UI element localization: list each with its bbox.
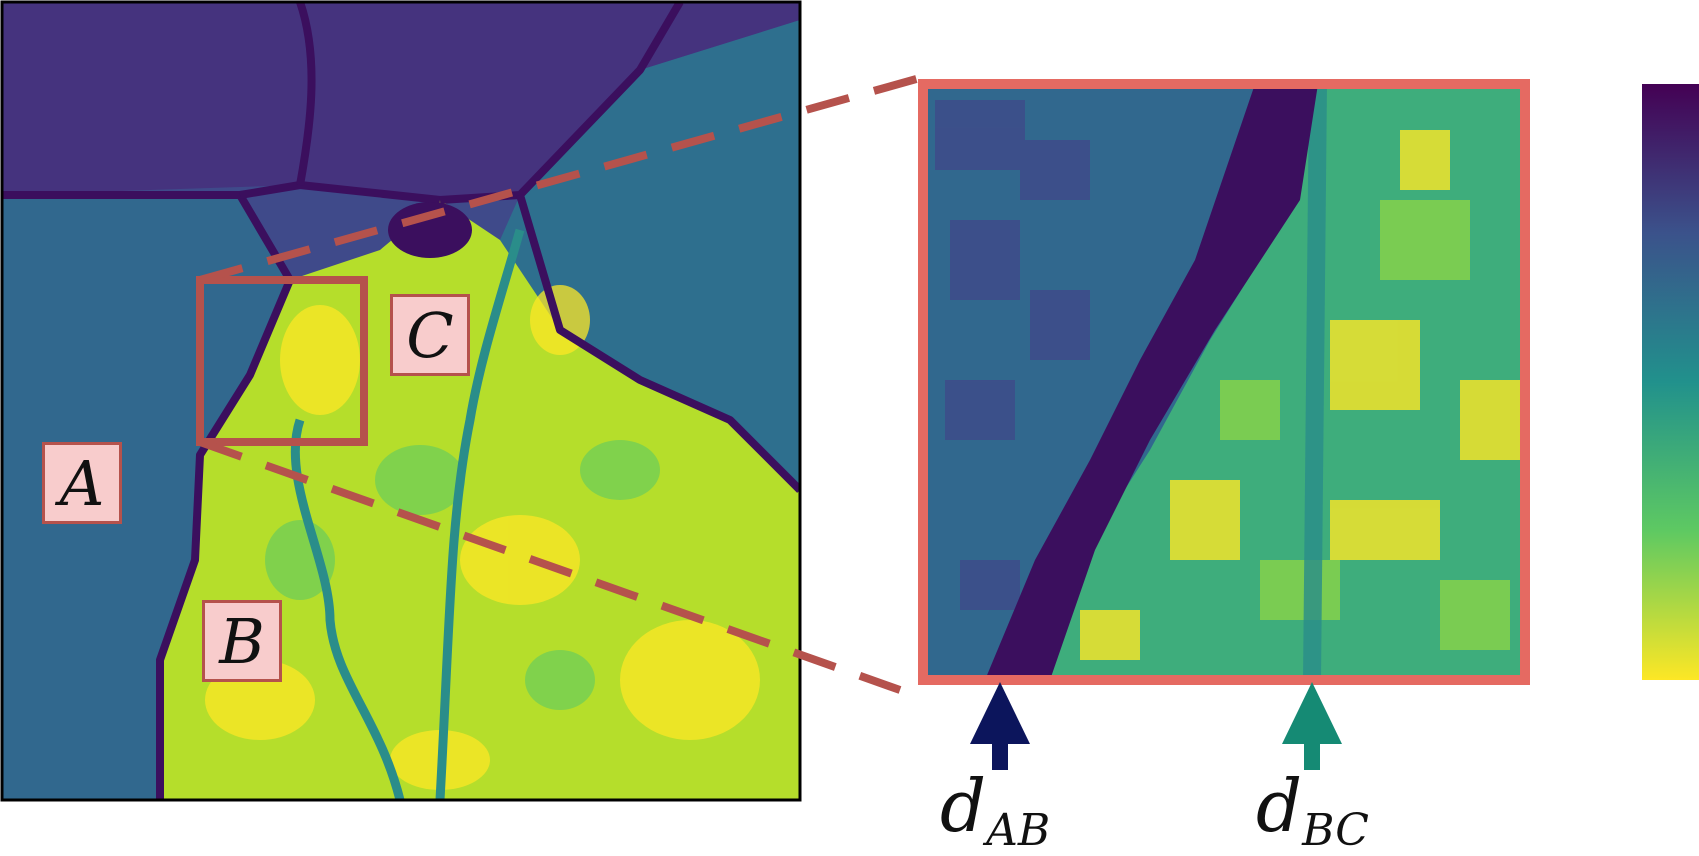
callout-lines	[198, 74, 922, 694]
grain-boundaries	[2, 2, 800, 800]
inset-box	[196, 276, 368, 446]
zoom-grain-A-patches	[935, 100, 1090, 610]
zoom-view	[923, 84, 1525, 680]
zoom-green-patches	[1220, 200, 1510, 650]
dAB-subscript: AB	[986, 805, 1051, 856]
label-dBC: dBC	[1256, 770, 1369, 853]
colorbar	[1642, 84, 1699, 680]
dBC-subscript: BC	[1302, 805, 1369, 856]
label-dAB: dAB	[940, 770, 1050, 853]
green-patches	[265, 440, 660, 710]
label-C: C	[390, 294, 470, 376]
dBC-base: d	[1256, 764, 1303, 848]
triple-junction	[388, 202, 472, 258]
grain-upper-right	[500, 20, 800, 490]
main-micrograph	[2, 2, 800, 800]
grain-top	[2, 2, 800, 200]
arrow-dAB	[970, 682, 1030, 770]
zoom-frame	[918, 79, 1530, 685]
zoom-yellow-patches	[1080, 130, 1520, 660]
grain-A	[2, 195, 290, 800]
zoom-grain-boundary	[985, 84, 1318, 680]
main-frame	[0, 0, 802, 802]
dAB-base: d	[940, 764, 987, 848]
label-A: A	[42, 442, 122, 524]
label-B: B	[202, 600, 282, 682]
arrow-dBC	[1282, 682, 1342, 770]
zoom-internal-boundary	[1303, 84, 1327, 680]
